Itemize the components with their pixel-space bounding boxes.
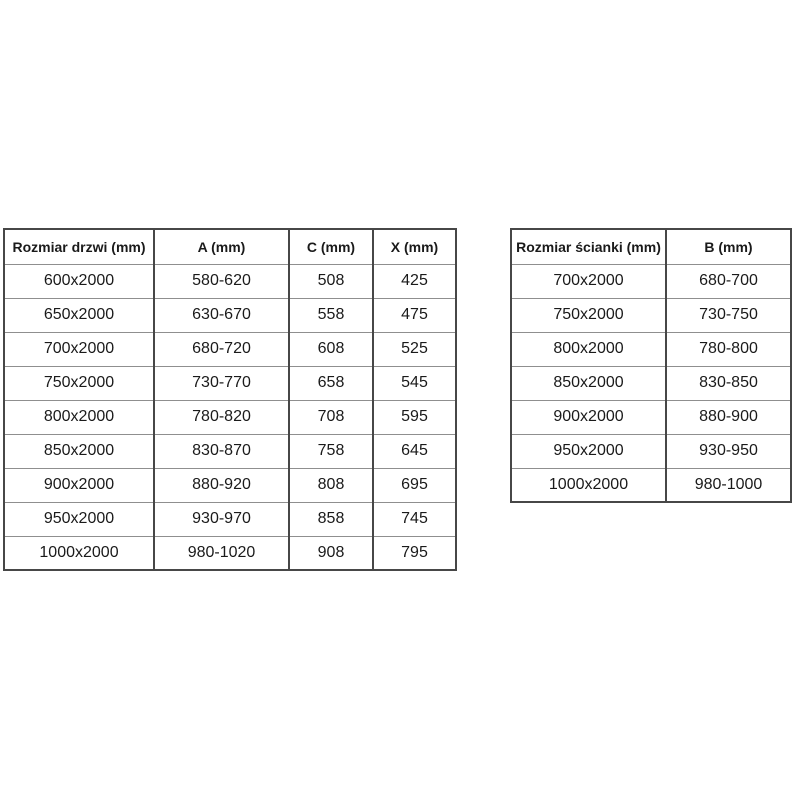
table-cell: 645 [372, 433, 457, 469]
table-cell: 680-720 [153, 331, 290, 367]
table-row: 750x2000 730-750 [510, 297, 792, 333]
table-cell: 880-920 [153, 467, 290, 503]
column-header: C (mm) [288, 228, 374, 265]
table-cell: 880-900 [665, 399, 792, 435]
table-cell: 680-700 [665, 263, 792, 299]
table-cell: 908 [288, 535, 374, 571]
table-row: 600x2000 580-620 508 425 [3, 263, 457, 299]
table-row: 700x2000 680-720 608 525 [3, 331, 457, 367]
table-cell: 858 [288, 501, 374, 537]
table-row: 950x2000 930-970 858 745 [3, 501, 457, 537]
table-cell: 950x2000 [3, 501, 155, 537]
table-cell: 808 [288, 467, 374, 503]
table-cell: 980-1000 [665, 467, 792, 503]
table-cell: 950x2000 [510, 433, 667, 469]
table-cell: 508 [288, 263, 374, 299]
table-cell: 650x2000 [3, 297, 155, 333]
table-row: 750x2000 730-770 658 545 [3, 365, 457, 401]
table-row: 850x2000 830-870 758 645 [3, 433, 457, 469]
table-cell: 780-800 [665, 331, 792, 367]
column-header: Rozmiar drzwi (mm) [3, 228, 155, 265]
table-cell: 758 [288, 433, 374, 469]
table-cell: 1000x2000 [3, 535, 155, 571]
table-cell: 545 [372, 365, 457, 401]
table-cell: 930-950 [665, 433, 792, 469]
table-cell: 830-850 [665, 365, 792, 401]
table-cell: 745 [372, 501, 457, 537]
table-row: 950x2000 930-950 [510, 433, 792, 469]
table-cell: 580-620 [153, 263, 290, 299]
table-row: 650x2000 630-670 558 475 [3, 297, 457, 333]
wall-dimensions-table: Rozmiar ścianki (mm) B (mm) 700x2000 680-70… [510, 228, 792, 503]
table-cell: 425 [372, 263, 457, 299]
table-cell: 795 [372, 535, 457, 571]
table-cell: 600x2000 [3, 263, 155, 299]
table-cell: 750x2000 [510, 297, 667, 333]
table-cell: 630-670 [153, 297, 290, 333]
table-row: 850x2000 830-850 [510, 365, 792, 401]
table-cell: 558 [288, 297, 374, 333]
table-cell: 475 [372, 297, 457, 333]
table-row: 900x2000 880-900 [510, 399, 792, 435]
column-header: X (mm) [372, 228, 457, 265]
table-cell: 700x2000 [510, 263, 667, 299]
table-cell: 730-750 [665, 297, 792, 333]
table-cell: 750x2000 [3, 365, 155, 401]
table-cell: 850x2000 [510, 365, 667, 401]
table-cell: 1000x2000 [510, 467, 667, 503]
column-header: Rozmiar ścianki (mm) [510, 228, 667, 265]
table-cell: 980-1020 [153, 535, 290, 571]
column-header: B (mm) [665, 228, 792, 265]
table-cell: 730-770 [153, 365, 290, 401]
table-cell: 658 [288, 365, 374, 401]
table-cell: 930-970 [153, 501, 290, 537]
table-row: 1000x2000 980-1020 908 795 [3, 535, 457, 571]
column-header: A (mm) [153, 228, 290, 265]
table-cell: 800x2000 [3, 399, 155, 435]
table-row: 900x2000 880-920 808 695 [3, 467, 457, 503]
table-cell: 525 [372, 331, 457, 367]
table-row: 800x2000 780-820 708 595 [3, 399, 457, 435]
header-row: Rozmiar drzwi (mm) A (mm) C (mm) X (mm) [3, 228, 457, 265]
table-row: 700x2000 680-700 [510, 263, 792, 299]
table-cell: 800x2000 [510, 331, 667, 367]
table-cell: 780-820 [153, 399, 290, 435]
table-cell: 595 [372, 399, 457, 435]
table-cell: 608 [288, 331, 374, 367]
header-row: Rozmiar ścianki (mm) B (mm) [510, 228, 792, 265]
table-cell: 700x2000 [3, 331, 155, 367]
table-cell: 830-870 [153, 433, 290, 469]
table-cell: 900x2000 [3, 467, 155, 503]
table-cell: 850x2000 [3, 433, 155, 469]
table-cell: 708 [288, 399, 374, 435]
table-cell: 695 [372, 467, 457, 503]
table-row: 800x2000 780-800 [510, 331, 792, 367]
door-dimensions-table: Rozmiar drzwi (mm) A (mm) C (mm) X (mm) 600x… [3, 228, 457, 571]
table-cell: 900x2000 [510, 399, 667, 435]
table-row: 1000x2000 980-1000 [510, 467, 792, 503]
